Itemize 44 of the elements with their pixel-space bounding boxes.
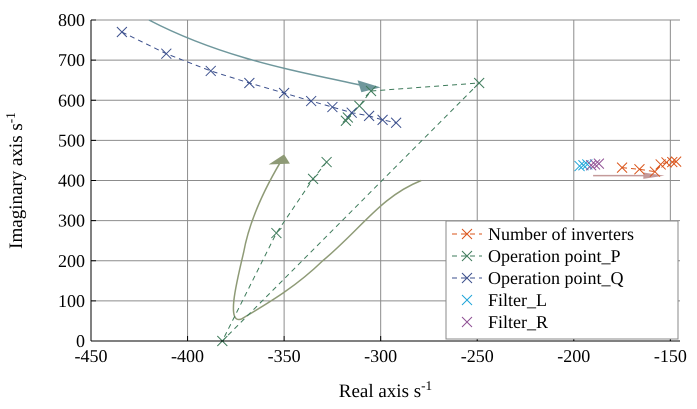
y-tick-label: 200 xyxy=(58,250,85,271)
x-tick-label: -150 xyxy=(654,346,687,366)
point xyxy=(205,65,216,76)
legend-label: Operation point_P xyxy=(488,246,620,266)
point xyxy=(649,166,660,178)
legend-label: Number of inverters xyxy=(488,224,634,244)
point xyxy=(346,107,358,118)
point xyxy=(634,164,645,175)
point xyxy=(216,336,228,346)
point xyxy=(364,110,375,122)
point xyxy=(160,48,172,60)
y-tick-label: 800 xyxy=(58,10,85,30)
y-tick-label: 300 xyxy=(58,210,85,231)
point xyxy=(326,102,338,113)
point xyxy=(340,115,352,126)
legend-label: Operation point_Q xyxy=(488,268,624,288)
y-tick-label: 600 xyxy=(58,90,85,110)
point xyxy=(578,160,589,171)
legend-label: Filter_R xyxy=(488,312,548,332)
point xyxy=(474,77,485,88)
x-tick-label: -300 xyxy=(364,346,398,366)
point xyxy=(377,114,388,126)
point xyxy=(116,26,128,38)
x-tick-label: -250 xyxy=(460,346,494,366)
x-tick-label: -400 xyxy=(171,346,204,366)
point xyxy=(244,77,255,88)
y-tick-label: 500 xyxy=(58,130,85,150)
point xyxy=(278,88,290,99)
point xyxy=(354,100,365,112)
y-tick-label: 700 xyxy=(58,50,85,70)
point xyxy=(306,96,317,107)
legend-label: Filter_L xyxy=(488,290,547,310)
x-tick-label: -350 xyxy=(268,346,301,366)
point xyxy=(308,173,319,184)
y-tick-label: 400 xyxy=(58,170,85,190)
y-tick-label: 100 xyxy=(58,290,85,311)
point xyxy=(590,158,601,170)
point xyxy=(321,156,332,168)
point xyxy=(616,162,628,174)
point xyxy=(270,228,282,239)
x-tick-label: -200 xyxy=(557,346,590,366)
x-axis-title: Real axis s$^{-1}$ xyxy=(338,378,432,402)
point xyxy=(342,112,354,124)
point xyxy=(390,117,402,128)
